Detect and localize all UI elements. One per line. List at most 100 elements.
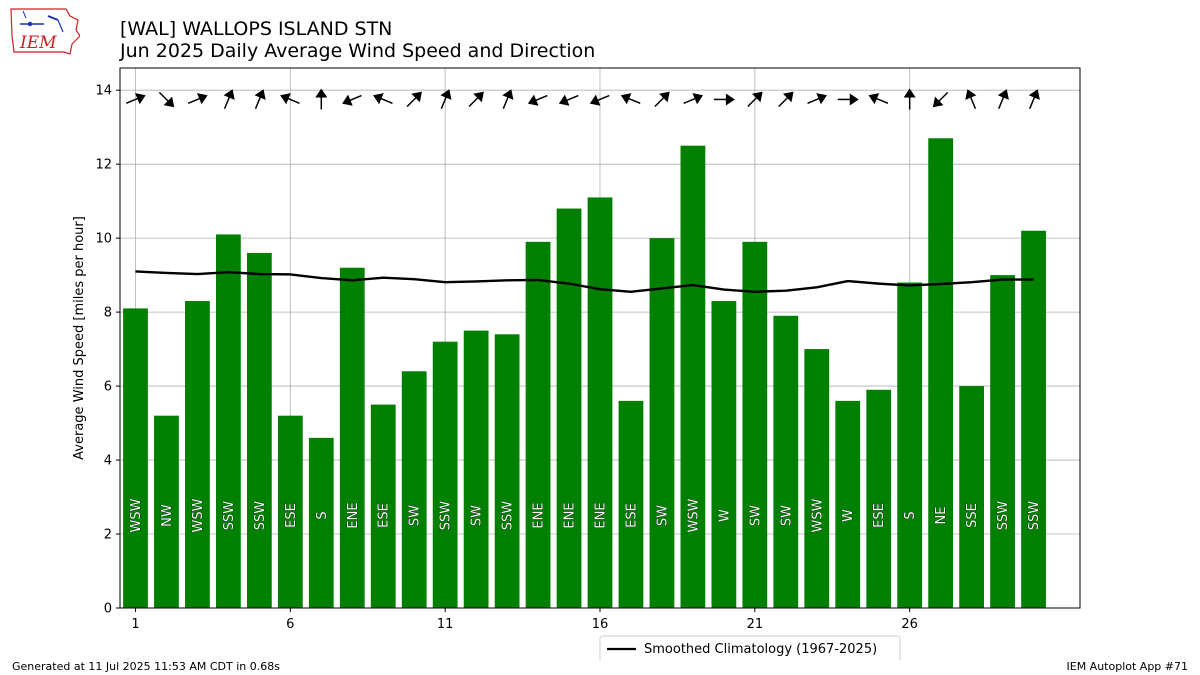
y-tick-label: 4 <box>104 454 112 469</box>
wind-direction-arrow <box>747 91 763 108</box>
direction-label: ESE <box>624 503 639 528</box>
arrow-shaft <box>654 96 666 108</box>
direction-label: W <box>717 509 732 522</box>
direction-label: SSW <box>996 501 1011 531</box>
direction-label: SW <box>470 505 485 526</box>
arrow-shaft <box>807 97 821 104</box>
arrow-shaft <box>626 97 641 104</box>
arrow-shaft <box>406 96 418 108</box>
arrow-shaft <box>187 97 202 104</box>
arrow-shaft <box>158 91 170 103</box>
arrow-head <box>965 89 977 100</box>
arrow-head <box>254 89 266 100</box>
arrow-head <box>440 89 452 100</box>
direction-label: SSW <box>1027 501 1042 531</box>
wind-direction-arrow <box>837 93 859 106</box>
arrow-shaft <box>778 96 790 108</box>
speed-bar <box>185 301 210 608</box>
direction-label: S <box>903 511 918 519</box>
direction-label: ESE <box>872 503 887 528</box>
x-tick-label: 26 <box>901 617 918 632</box>
chart-subtitle: Jun 2025 Daily Average Wind Speed and Di… <box>120 40 596 62</box>
arrow-head <box>473 91 484 103</box>
direction-label: NE <box>934 507 949 525</box>
wind-direction-arrow <box>468 91 484 108</box>
arrow-shaft <box>440 95 448 109</box>
speed-bar <box>742 241 768 608</box>
iowa-outline-shape <box>10 8 80 55</box>
speed-bar <box>432 341 458 608</box>
y-tick-label: 10 <box>95 232 112 247</box>
y-tick-label: 0 <box>104 602 112 617</box>
direction-label: SW <box>748 505 763 526</box>
direction-label: SSW <box>439 501 454 531</box>
arrow-head <box>752 91 763 103</box>
y-tick-label: 12 <box>95 158 112 173</box>
speed-bar <box>990 275 1015 608</box>
direction-label: ENE <box>594 502 609 528</box>
speed-bar <box>680 145 706 608</box>
wind-direction-arrow <box>868 93 889 105</box>
wind-direction-arrow <box>654 91 670 108</box>
wind-speed-chart: WSW NW WSW SSW SSW ESE S ENE ESE SW SSW SW SSW ENE ENE… <box>72 67 1081 660</box>
speed-bar <box>804 349 830 608</box>
wind-direction-arrow <box>778 91 794 108</box>
arrow-shaft <box>683 97 697 104</box>
wind-direction-arrow <box>158 91 175 108</box>
direction-label: SW <box>655 505 670 526</box>
direction-label: SSW <box>222 501 237 531</box>
speed-bar <box>154 415 179 608</box>
x-tick-label: 11 <box>437 617 454 632</box>
arrow-head <box>997 89 1009 100</box>
wind-direction-arrow <box>342 94 362 106</box>
y-tick-label: 8 <box>104 306 112 321</box>
wind-direction-arrow <box>527 94 548 106</box>
arrow-head <box>620 93 632 105</box>
wind-direction-arrow <box>187 93 208 105</box>
arrow-head <box>411 91 422 103</box>
arrow-head <box>135 93 146 105</box>
arrow-shaft <box>937 91 949 103</box>
speed-bar <box>308 437 334 608</box>
arrow-shaft <box>502 95 510 109</box>
arrow-head <box>903 88 916 98</box>
speed-bar <box>494 334 520 608</box>
wind-direction-arrow <box>965 89 977 109</box>
wind-direction-arrow <box>558 94 579 106</box>
arrow-shaft <box>468 96 480 108</box>
arrow-head <box>868 93 880 105</box>
arrow-head <box>527 94 539 106</box>
direction-label: ESE <box>377 503 392 528</box>
speed-bar <box>866 389 892 608</box>
climatology-layer <box>135 270 1034 293</box>
speed-bar <box>649 238 675 608</box>
arrow-shaft <box>969 95 977 109</box>
arrow-head <box>692 93 704 105</box>
arrow-head <box>163 96 175 108</box>
logo-text: IEM <box>19 33 57 53</box>
arrow-layer <box>125 88 1040 110</box>
arrow-head <box>315 88 328 98</box>
arrow-head <box>223 89 235 100</box>
arrow-head <box>502 89 514 100</box>
arrow-shaft <box>998 95 1005 109</box>
x-tick-label: 21 <box>747 617 764 632</box>
direction-label: ENE <box>532 502 547 528</box>
wind-direction-arrow <box>903 88 916 110</box>
climatology-line <box>135 270 1034 293</box>
wind-direction-arrow <box>713 93 735 106</box>
y-tick-label: 14 <box>95 84 112 99</box>
direction-label: ENE <box>563 502 578 528</box>
arrow-shaft <box>223 95 231 109</box>
chart-title: [WAL] WALLOPS ISLAND STN <box>120 18 393 40</box>
speed-bar <box>339 267 365 608</box>
arrow-head <box>373 93 384 105</box>
arrow-shaft <box>874 97 889 104</box>
x-tick-label: 1 <box>131 617 139 632</box>
wind-direction-arrow <box>620 93 641 105</box>
direction-label: ESE <box>284 503 299 528</box>
x-tick-label: 16 <box>592 617 609 632</box>
speed-bar <box>277 415 303 608</box>
iem-logo: IEM <box>10 8 80 55</box>
